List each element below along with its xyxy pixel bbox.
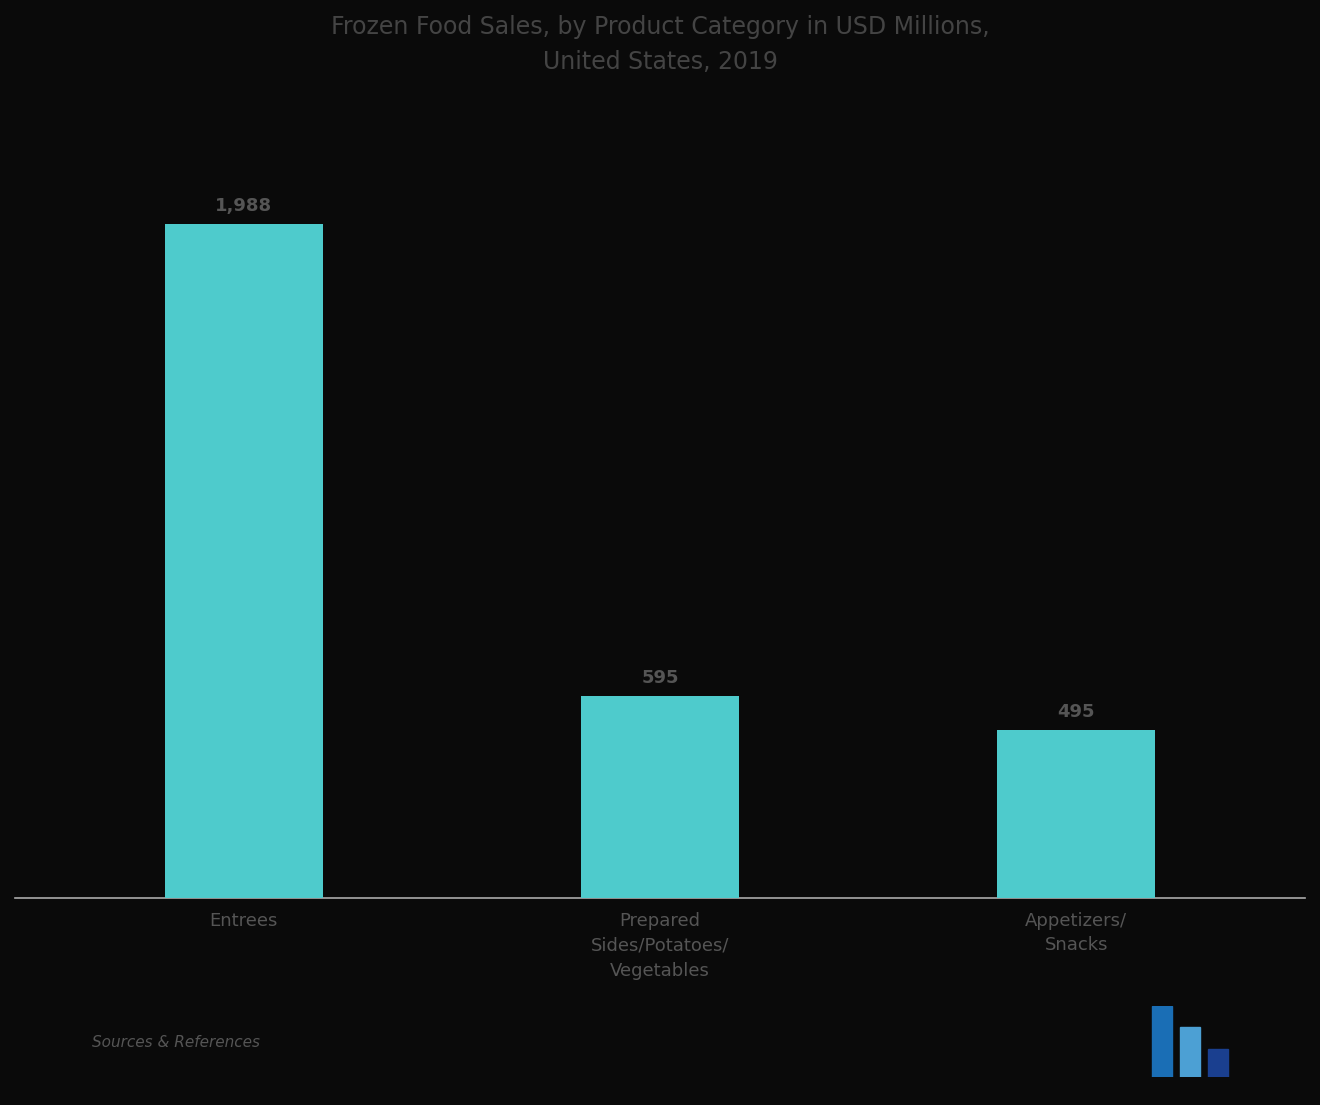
Bar xyxy=(997,729,1155,897)
Text: 1,988: 1,988 xyxy=(215,198,272,215)
Bar xyxy=(1208,1049,1228,1077)
Text: 595: 595 xyxy=(642,670,678,687)
Title: Frozen Food Sales, by Product Category in USD Millions,
United States, 2019: Frozen Food Sales, by Product Category i… xyxy=(331,15,989,74)
Bar xyxy=(1152,1006,1172,1077)
Bar xyxy=(165,224,323,897)
Text: Sources & References: Sources & References xyxy=(92,1034,260,1050)
Text: 495: 495 xyxy=(1057,704,1094,722)
Bar xyxy=(581,696,739,897)
Bar xyxy=(1180,1028,1200,1077)
